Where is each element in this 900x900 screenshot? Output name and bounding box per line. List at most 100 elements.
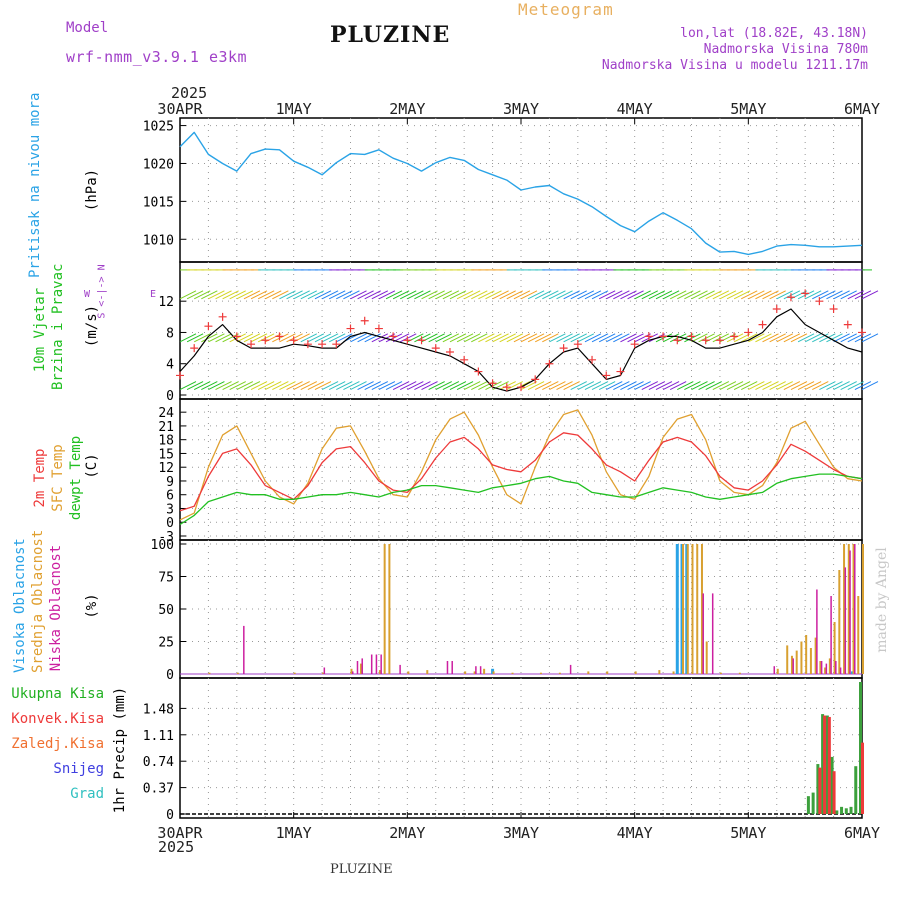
wind-barb	[478, 290, 495, 300]
cloud-bar	[816, 589, 818, 674]
panel-frame	[179, 398, 863, 541]
wind-barb	[641, 333, 658, 343]
cloud-bar	[696, 544, 699, 674]
wind-barb	[655, 290, 673, 300]
legend-zaledj-kisa: Zaledj.Kisa	[11, 736, 104, 752]
wind-barb	[449, 381, 467, 390]
wind-gust-marker	[531, 375, 540, 384]
wind-barb	[300, 381, 317, 390]
wind-barb	[179, 333, 197, 343]
wind-barb	[854, 381, 872, 390]
wind-barb	[272, 290, 289, 300]
precip-bar	[849, 806, 853, 814]
wind-gust-marker	[730, 332, 739, 341]
wind-barb	[463, 290, 481, 300]
dir-w: W	[84, 289, 91, 300]
wind-barb	[584, 333, 602, 343]
cloud-bar	[862, 544, 864, 674]
wind-barb	[691, 381, 708, 390]
cloud-bar	[792, 658, 794, 674]
precip-bar	[854, 766, 858, 814]
wind-barb	[456, 381, 474, 390]
cloud-bar	[672, 671, 675, 674]
precip-bar	[823, 715, 827, 814]
y-tick-label: 0	[166, 808, 174, 823]
dewpt-line	[179, 473, 863, 526]
wind-barb	[726, 333, 744, 343]
wind-barb	[591, 333, 609, 343]
wind-gust-marker	[190, 344, 199, 353]
wind-barb	[506, 333, 524, 343]
legend-grad: Grad	[70, 786, 104, 802]
wind-barb	[456, 290, 474, 300]
wind-barb	[193, 333, 211, 343]
wind-gust-marker	[460, 355, 469, 364]
wind-barb	[790, 381, 808, 390]
precip-bar	[859, 682, 862, 814]
wind-barb	[392, 381, 410, 390]
wind-barb	[414, 333, 431, 343]
wind-barb	[577, 333, 595, 343]
wind-barb	[684, 381, 701, 390]
wind-barb	[861, 290, 879, 300]
cloud-bar	[483, 668, 486, 674]
wind-barb	[741, 381, 758, 390]
wind-gust-marker	[602, 371, 611, 380]
legend-snijeg: Snijeg	[53, 761, 104, 777]
dir-e: E	[150, 289, 157, 300]
wind-barb	[804, 333, 822, 343]
wind-barb	[499, 290, 516, 300]
wind-barb	[634, 381, 651, 390]
wind-barb	[606, 333, 623, 343]
cloud-bar	[691, 544, 694, 674]
precip-bar	[821, 714, 825, 814]
wind-barb	[286, 290, 303, 300]
wind-barb	[797, 381, 815, 390]
wind-barb	[542, 290, 559, 300]
y-tick-label: 1010	[143, 233, 174, 248]
y-tick-label: 0.74	[143, 755, 174, 770]
wind-barb	[385, 381, 403, 390]
wind-barb	[598, 290, 616, 300]
cloud-bar	[814, 637, 817, 674]
wind-barb	[236, 290, 254, 300]
wind-barb	[435, 381, 452, 390]
cloud-bar	[719, 672, 722, 674]
wind-gust-marker	[261, 336, 270, 345]
wind-gust-marker	[431, 344, 440, 353]
wind-barb	[407, 381, 424, 390]
wind-gust-marker	[758, 320, 767, 329]
cloud-bar	[446, 661, 449, 674]
wind-gust-marker	[815, 297, 824, 306]
wind-barb	[812, 333, 829, 343]
cloud-bar	[388, 544, 391, 674]
wind-gust-marker	[218, 312, 227, 321]
wind-barb	[577, 381, 595, 390]
precip-bar	[806, 796, 810, 814]
cloud-bar	[682, 544, 685, 674]
precip-bar	[830, 756, 834, 814]
wind-barb	[250, 333, 268, 343]
time-label-bottom: 30APR	[157, 824, 203, 842]
wind-barb	[847, 333, 865, 343]
wind-barb	[378, 290, 396, 300]
wind-barb	[314, 290, 332, 300]
y-tick-label: 0	[166, 389, 174, 404]
wind-barb	[556, 381, 573, 390]
wind-barb	[755, 290, 772, 300]
wind-gust-marker	[502, 383, 511, 392]
wind-barb	[847, 290, 865, 300]
cloud-bar	[838, 570, 841, 674]
wind-barb	[321, 290, 339, 300]
wind-barb	[534, 290, 552, 300]
wind-barb	[812, 290, 829, 300]
wind-barb	[613, 381, 630, 390]
wind-barb	[336, 290, 353, 300]
wind-barb	[243, 333, 261, 343]
wind-gust-marker	[332, 340, 341, 349]
time-label-top: 3MAY	[503, 100, 539, 118]
cloud-bar	[359, 663, 362, 674]
cloud-bar	[511, 672, 514, 674]
y-tick-label: 21	[158, 420, 174, 435]
wind-gust-marker	[573, 340, 582, 349]
